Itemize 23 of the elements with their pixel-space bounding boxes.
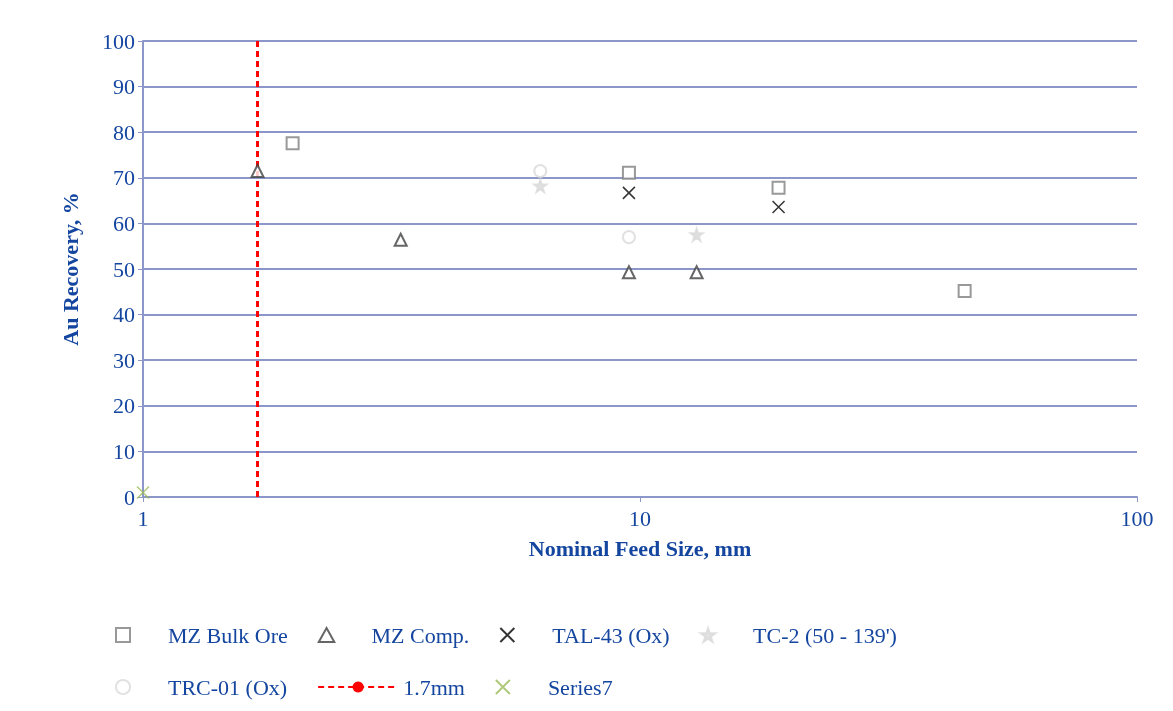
y-tick-label: 10 bbox=[113, 438, 135, 464]
y-axis-title: Au Recovery, % bbox=[57, 192, 83, 346]
y-tick-label: 100 bbox=[102, 28, 135, 54]
y-tick-label: 40 bbox=[113, 302, 135, 328]
x-tick-label: 100 bbox=[1120, 505, 1154, 531]
y-tick-label: 70 bbox=[113, 165, 135, 191]
y-tick-label: 90 bbox=[113, 74, 135, 100]
legend-label: Series7 bbox=[547, 674, 613, 700]
legend-label: MZ Bulk Ore bbox=[168, 622, 288, 648]
y-tick-label: 60 bbox=[113, 210, 135, 236]
x-tick-label: 1 bbox=[137, 505, 149, 531]
y-tick-label: 80 bbox=[113, 119, 135, 145]
y-tick-label: 0 bbox=[124, 484, 135, 510]
y-tick-label: 30 bbox=[113, 347, 135, 373]
x-tick-label: 10 bbox=[629, 505, 651, 531]
legend-label: MZ Comp. bbox=[371, 622, 470, 648]
x-axis-title: Nominal Feed Size, mm bbox=[528, 535, 752, 561]
y-tick-label: 50 bbox=[113, 256, 135, 282]
legend-label: TAL-43 (Ox) bbox=[552, 622, 670, 648]
legend-label: TC-2 (50 - 139') bbox=[753, 622, 897, 648]
legend-label: TRC-01 (Ox) bbox=[168, 674, 288, 700]
y-tick-label: 20 bbox=[113, 393, 135, 419]
legend-label: 1.7mm bbox=[403, 674, 465, 700]
